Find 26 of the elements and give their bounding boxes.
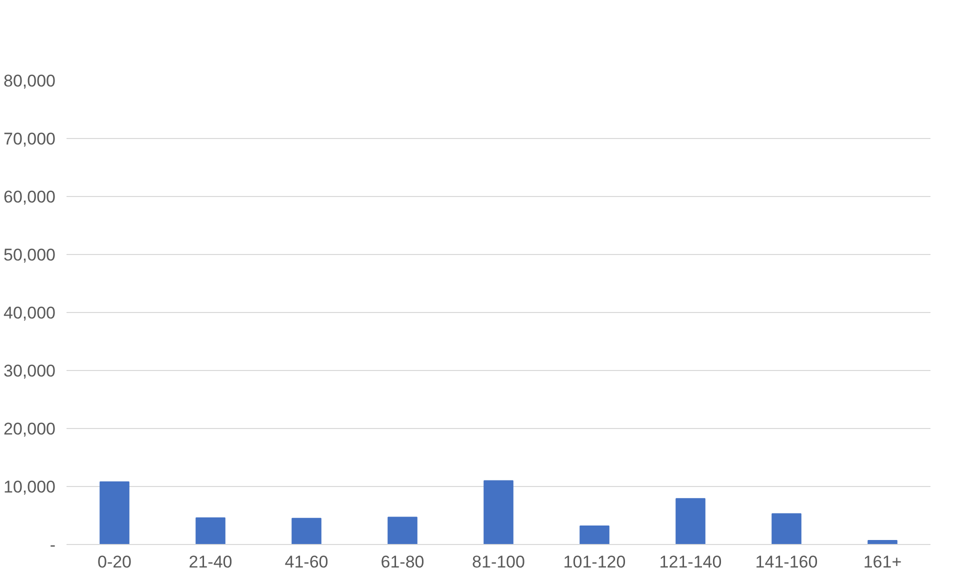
x-tick-label: 81-100 xyxy=(472,552,525,572)
y-tick-label: 20,000 xyxy=(4,420,56,438)
y-tick-label: 40,000 xyxy=(4,304,56,322)
bar xyxy=(100,481,130,544)
y-tick-label: 60,000 xyxy=(4,188,56,206)
y-tick-label: 30,000 xyxy=(4,362,56,380)
y-tick-label: 80,000 xyxy=(4,72,56,90)
x-tick-label: 21-40 xyxy=(188,552,232,572)
bar xyxy=(292,518,322,544)
x-tick-label: 161+ xyxy=(863,552,902,572)
x-tick-label: 0-20 xyxy=(97,552,132,572)
y-tick-label: 50,000 xyxy=(4,246,56,264)
y-tick-label: 70,000 xyxy=(4,130,56,148)
x-tick-label: 101-120 xyxy=(563,552,626,572)
bar xyxy=(772,513,802,544)
x-tick-label: 41-60 xyxy=(284,552,328,572)
bar xyxy=(196,517,226,544)
bar xyxy=(484,480,514,544)
x-tick-label: 121-140 xyxy=(659,552,722,572)
bar xyxy=(388,516,418,544)
bar xyxy=(676,498,706,544)
y-tick-label: 10,000 xyxy=(4,478,56,496)
x-tick-label: 141-160 xyxy=(755,552,818,572)
bar xyxy=(580,525,610,544)
x-tick-label: 61-80 xyxy=(380,552,424,572)
y-tick-label: - xyxy=(50,536,56,554)
